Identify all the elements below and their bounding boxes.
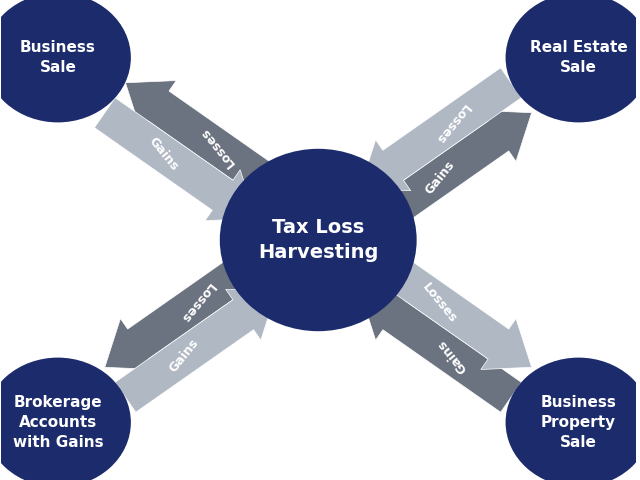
Polygon shape (95, 98, 256, 221)
Text: Losses: Losses (420, 280, 460, 325)
Polygon shape (371, 247, 532, 370)
Text: Losses: Losses (432, 102, 472, 146)
Text: Business
Sale: Business Sale (20, 40, 96, 75)
Text: Brokerage
Accounts
with Gains: Brokerage Accounts with Gains (13, 395, 103, 450)
Polygon shape (115, 289, 276, 412)
Text: Tax Loss
Harvesting: Tax Loss Harvesting (258, 218, 378, 262)
Text: Losses: Losses (198, 125, 237, 170)
Ellipse shape (0, 358, 131, 480)
Ellipse shape (506, 358, 640, 480)
Text: Real Estate
Sale: Real Estate Sale (530, 40, 627, 75)
Polygon shape (371, 110, 532, 233)
Ellipse shape (506, 0, 640, 122)
Polygon shape (125, 81, 287, 204)
Polygon shape (360, 68, 522, 191)
Text: Gains: Gains (422, 158, 457, 196)
Polygon shape (360, 289, 522, 412)
Text: Gains: Gains (167, 336, 202, 375)
Text: Business
Property
Sale: Business Property Sale (541, 395, 616, 450)
Text: Gains: Gains (435, 336, 470, 375)
Text: Gains: Gains (147, 135, 181, 173)
Polygon shape (105, 247, 266, 370)
Text: Losses: Losses (177, 280, 217, 325)
Ellipse shape (220, 149, 417, 331)
Ellipse shape (0, 0, 131, 122)
